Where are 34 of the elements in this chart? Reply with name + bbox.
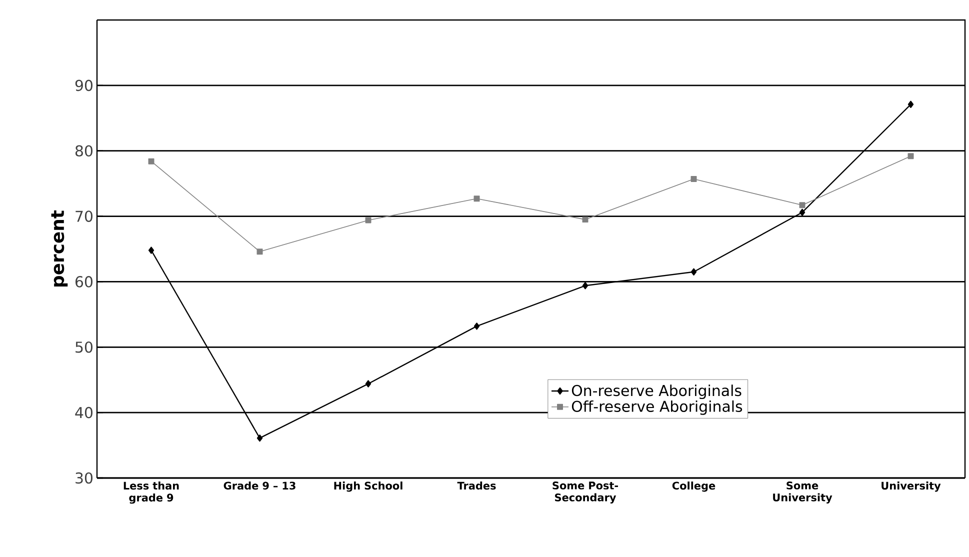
y-tick-label: 50 (76, 341, 92, 353)
legend-label: Off-reserve Aboriginals (572, 400, 742, 415)
point (474, 196, 480, 202)
point (256, 434, 263, 442)
point (908, 100, 914, 108)
y-tick-label: 70 (76, 210, 92, 222)
y-tick-label: 80 (75, 145, 92, 157)
point (256, 248, 263, 255)
x-tick-label: Grade 9 – 13 (224, 482, 296, 490)
point (365, 380, 372, 388)
x-tick-label: Trades (457, 482, 496, 490)
y-tick-label: 60 (76, 276, 92, 288)
point (908, 153, 914, 160)
x-tick-label: Some Post-Secondary (552, 482, 618, 504)
x-tick-label: Less than grade 9 (124, 482, 179, 504)
y-tick-label: 40 (75, 406, 92, 418)
point (799, 202, 806, 208)
y-axis-title: percent (51, 210, 68, 286)
y-tick-label: 30 (76, 472, 92, 484)
legend-label: On-reserve Aboriginals (572, 384, 742, 400)
point (148, 246, 154, 254)
point (690, 176, 697, 182)
point (582, 282, 588, 290)
point (148, 158, 154, 164)
point (690, 268, 697, 276)
point (582, 216, 588, 223)
x-tick-label: Some University (773, 482, 832, 504)
x-tick-label: College (672, 482, 716, 492)
x-tick-label: High School (334, 482, 402, 492)
y-tick-label: 90 (75, 80, 92, 92)
point (799, 208, 806, 216)
point (474, 322, 480, 330)
point (365, 217, 372, 224)
x-tick-label: University (882, 482, 941, 492)
